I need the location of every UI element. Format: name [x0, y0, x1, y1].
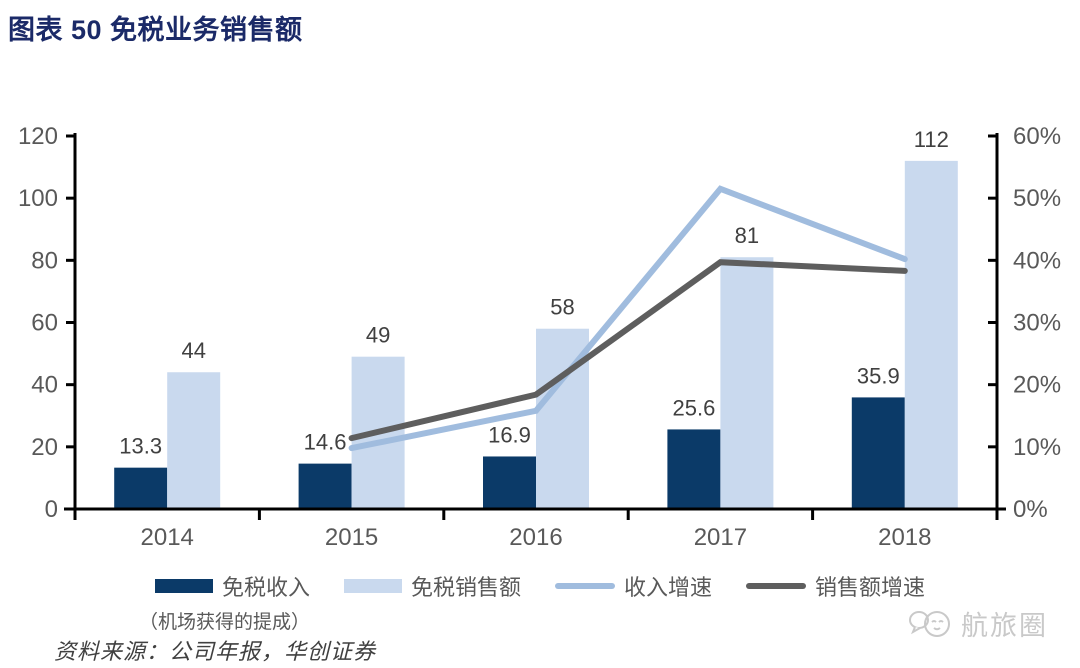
left-axis-tick-label: 100	[18, 185, 58, 212]
right-axis-tick-label: 10%	[1013, 434, 1061, 461]
right-axis-tick-label: 30%	[1013, 310, 1061, 337]
legend-item: 免税收入 （机场获得的提成）	[139, 570, 310, 634]
left-axis-tick-label: 60	[31, 310, 58, 337]
hanglvquan-logo-icon	[909, 610, 950, 637]
bar-data-label: 49	[366, 323, 390, 348]
legend-swatch	[555, 583, 615, 589]
watermark: 航旅圈	[906, 604, 1048, 643]
legend-label: 销售额增速	[815, 575, 926, 600]
bar-免税收入-2015	[298, 463, 352, 509]
left-axis-tick-label: 20	[31, 434, 58, 461]
chart-title: 图表 50 免税业务销售额	[8, 15, 303, 45]
legend-label: 收入增速	[624, 575, 713, 600]
bar-data-label: 16.9	[488, 422, 531, 447]
watermark-text: 航旅圈	[961, 611, 1048, 641]
bar-免税销售额-2014	[167, 372, 221, 509]
bar-免税收入-2016	[483, 456, 536, 509]
legend-item: 免税销售额	[343, 570, 521, 602]
legend-label: 免税销售额	[410, 575, 521, 600]
bar-data-label: 25.6	[672, 395, 715, 420]
bar-data-label: 14.6	[304, 430, 347, 455]
legend-swatch	[343, 579, 402, 593]
combo-chart: 0 20 40 60 80 100 120 0% 10% 20% 30% 40% 50% 60% 2014 2…	[18, 123, 1061, 551]
legend-label: 免税收入	[221, 575, 310, 600]
right-axis-tick-label: 60%	[1013, 123, 1061, 150]
legend-swatch	[154, 579, 213, 593]
bar-免税销售额-2017	[720, 257, 774, 509]
legend-sublabel: （机场获得的提成）	[138, 612, 310, 633]
x-axis-category-label: 2017	[694, 524, 747, 551]
source-note: 资料来源：公司年报，华创证券	[54, 639, 377, 664]
bar-data-label: 35.9	[857, 363, 900, 388]
legend-item-main: 免税销售额	[343, 570, 521, 602]
bar-data-label: 44	[181, 338, 205, 363]
left-axis-tick-label: 0	[45, 496, 58, 523]
legend-swatch	[746, 583, 807, 589]
right-axis-tick-label: 40%	[1013, 247, 1061, 274]
bar-免税销售额-2018	[904, 160, 958, 509]
chart-legend: 免税收入 （机场获得的提成） 免税销售额 收入增速 销售额增速	[0, 570, 1080, 634]
bar-data-label: 58	[550, 295, 574, 320]
bar-data-label: 81	[735, 223, 759, 248]
line-销售额增速	[348, 259, 908, 442]
legend-item: 收入增速	[555, 570, 712, 602]
line-收入增速	[348, 185, 908, 452]
legend-item-main: 免税收入	[154, 570, 310, 602]
bar-免税收入-2014	[114, 467, 168, 509]
x-axis-category-label: 2018	[878, 524, 931, 551]
x-axis-category-label: 2014	[141, 524, 194, 551]
right-axis-tick-label: 20%	[1013, 372, 1061, 399]
x-axis-category-label: 2016	[509, 524, 562, 551]
left-axis-tick-label: 120	[18, 123, 58, 150]
legend-item-main: 收入增速	[555, 570, 712, 602]
right-axis-tick-label: 0%	[1013, 496, 1048, 523]
legend-item: 销售额增速	[746, 570, 925, 602]
bar-免税收入-2018	[851, 397, 905, 509]
x-axis-category-label: 2015	[325, 524, 378, 551]
bar-免税收入-2017	[667, 429, 721, 509]
left-axis-tick-label: 40	[31, 372, 58, 399]
left-axis-tick-label: 80	[31, 247, 58, 274]
right-axis-tick-label: 50%	[1013, 185, 1061, 212]
legend-item-main: 销售额增速	[746, 570, 925, 602]
bar-data-label: 13.3	[119, 434, 162, 459]
bar-data-label: 112	[914, 127, 949, 152]
